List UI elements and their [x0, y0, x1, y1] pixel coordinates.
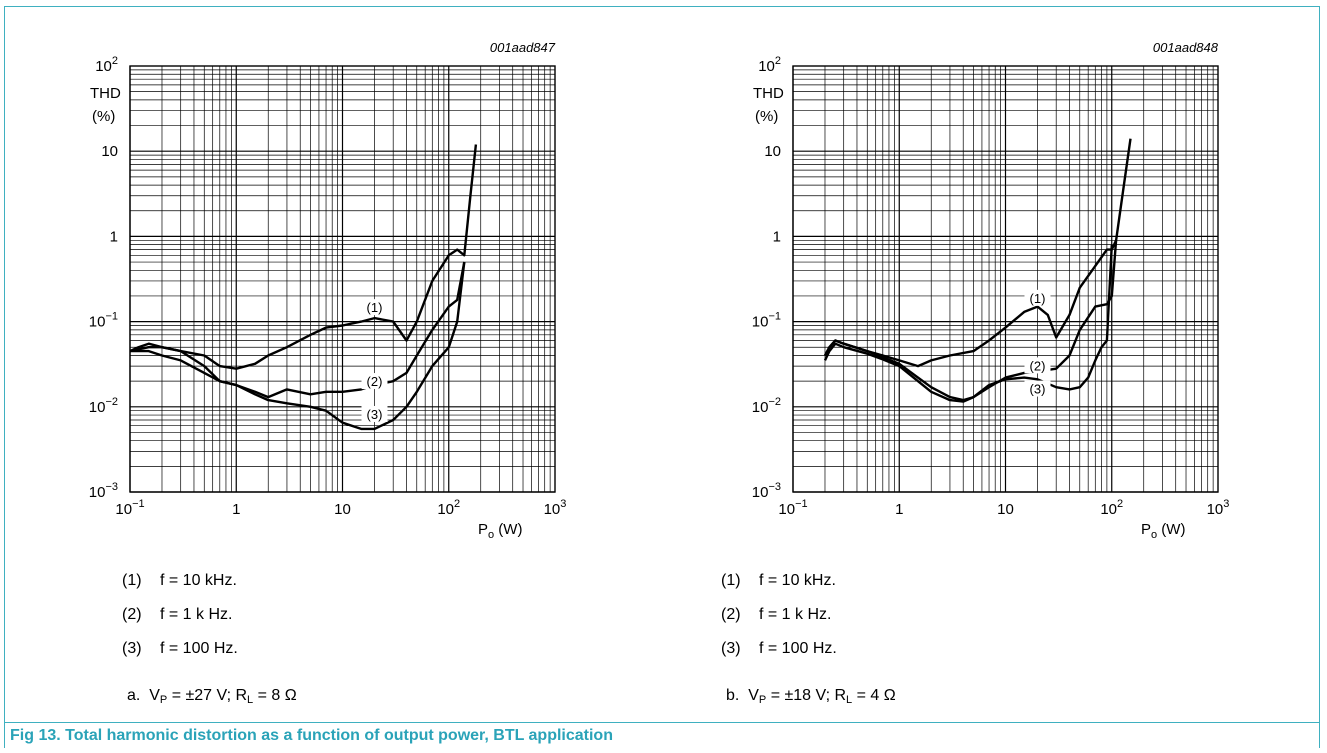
series-line-2 — [823, 240, 1118, 402]
series-label-bg — [1024, 289, 1051, 306]
series-label-2: (2) — [367, 374, 383, 389]
y-tick-label: 10−2 — [89, 396, 118, 416]
series-label-bg — [361, 299, 388, 316]
condition-a: a. VP = ±27 V; RL = 8 Ω — [127, 687, 297, 706]
y-tick-label: 10−2 — [752, 396, 781, 416]
x-tick-label: 1 — [232, 501, 240, 518]
y-axis-label: THD — [90, 85, 121, 102]
y-tick-label: 10−1 — [89, 311, 118, 331]
series-label-1: (1) — [1030, 291, 1046, 306]
figure-id-label: 001aad848 — [1153, 40, 1219, 55]
y-tick-label: 1 — [773, 228, 781, 245]
y-axis-label: THD — [753, 85, 784, 102]
legend-item-2-a: (2) f = 1 k Hz. — [122, 606, 233, 623]
plot-border — [129, 65, 556, 493]
x-tick-label: 1 — [895, 501, 903, 518]
x-tick-label: 103 — [1207, 498, 1230, 518]
y-tick-label: 10−3 — [752, 481, 781, 501]
x-tick-label: 103 — [544, 498, 567, 518]
series-line-3 — [823, 244, 1113, 403]
legend-item-3-b: (3) f = 100 Hz. — [721, 640, 837, 657]
y-axis-unit: (%) — [92, 108, 115, 125]
figure-id-label: 001aad847 — [490, 40, 556, 55]
x-tick-label: 102 — [437, 498, 460, 518]
y-tick-label: 10 — [764, 143, 781, 160]
series-label-3: (3) — [367, 407, 383, 422]
series-label-2: (2) — [1030, 358, 1046, 373]
series-line-2 — [129, 261, 466, 399]
y-tick-label: 102 — [95, 55, 118, 75]
legend-item-3-a: (3) f = 100 Hz. — [122, 640, 238, 657]
series-label-bg — [1024, 380, 1051, 397]
legend-item-2-b: (2) f = 1 k Hz. — [721, 606, 832, 623]
y-axis-unit: (%) — [755, 108, 778, 125]
series-label-bg — [361, 373, 388, 390]
series-label-1: (1) — [367, 300, 383, 315]
x-axis-label: Po (W) — [478, 521, 522, 541]
series-label-bg — [1024, 357, 1051, 374]
x-tick-label: 10 — [997, 501, 1014, 518]
series-line-3 — [130, 261, 466, 431]
x-tick-label: 10−1 — [115, 498, 144, 518]
series-line-1 — [823, 138, 1132, 368]
legend-item-1-a: (1) f = 10 kHz. — [122, 572, 237, 589]
grid — [792, 66, 1218, 493]
thd-chart-a: 10−1 1 10 102 103 10−3 10−2 10−1 1 10 102 THD (%) Po … — [89, 40, 567, 541]
thd-chart-b: 10−1 1 10 102 103 10−3 10−2 10−1 1 10 102 THD (%) Po … — [752, 40, 1230, 541]
y-tick-label: 10−3 — [89, 481, 118, 501]
series-label-bg — [361, 405, 388, 422]
x-axis-label: Po (W) — [1141, 521, 1185, 541]
caption-bar: Fig 13. Total harmonic distortion as a f… — [4, 722, 1320, 753]
condition-b: b. VP = ±18 V; RL = 4 Ω — [726, 687, 896, 706]
x-tick-label: 10 — [334, 501, 351, 518]
series-label-3: (3) — [1030, 382, 1046, 397]
grid — [129, 66, 555, 493]
x-tick-label: 10−1 — [778, 498, 807, 518]
x-tick-label: 102 — [1100, 498, 1123, 518]
plot-border — [792, 65, 1219, 493]
y-tick-label: 1 — [110, 228, 118, 245]
y-tick-label: 10 — [101, 143, 118, 160]
figure-caption: Fig 13. Total harmonic distortion as a f… — [10, 727, 613, 744]
legend-item-1-b: (1) f = 10 kHz. — [721, 572, 836, 589]
figure-frame — [4, 6, 1320, 748]
y-tick-label: 10−1 — [752, 311, 781, 331]
y-tick-label: 102 — [758, 55, 781, 75]
